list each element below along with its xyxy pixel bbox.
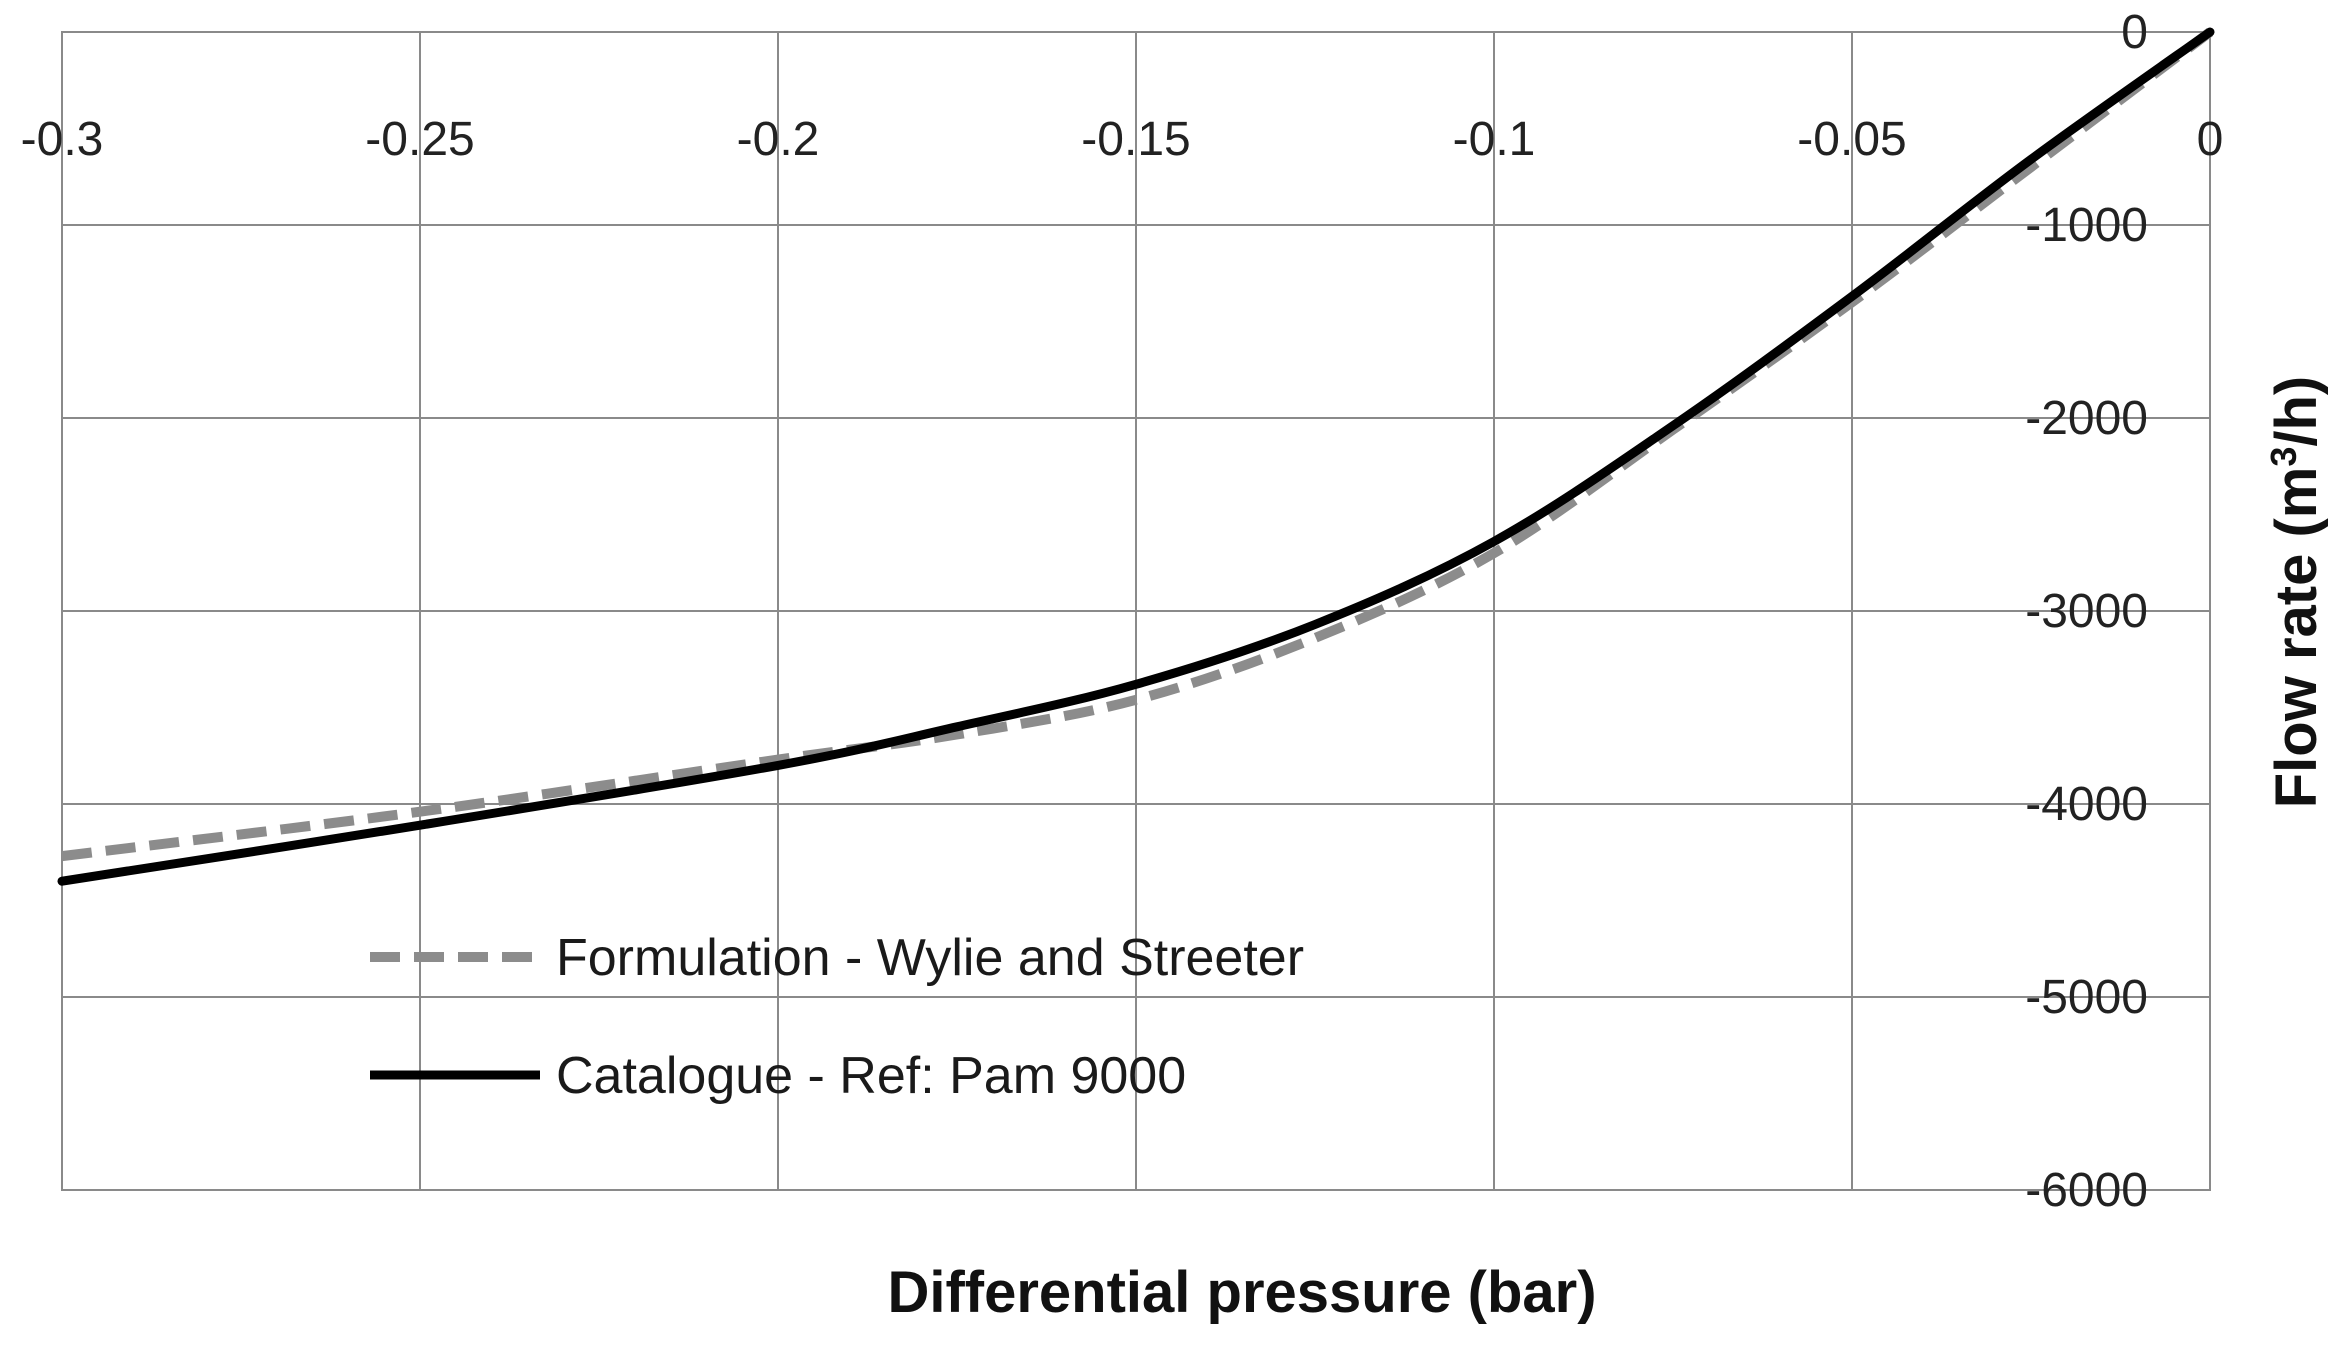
y-tick-label: -4000: [2025, 778, 2148, 831]
x-tick-label: -0.1: [1453, 113, 1536, 166]
legend-label-formulation: Formulation - Wylie and Streeter: [556, 929, 1304, 987]
y-tick-label: 0: [2121, 6, 2148, 59]
y-axis-title: Flow rate (m3/h): [2263, 376, 2329, 809]
x-tick-label: -0.25: [365, 113, 474, 166]
gridlines: [61, 31, 2211, 1191]
x-tick-label: -0.05: [1797, 113, 1906, 166]
y-tick-label: -1000: [2025, 199, 2148, 252]
x-axis-ticks: -0.3 -0.25 -0.2 -0.15 -0.1 -0.05 0: [21, 113, 2224, 166]
y-tick-label: -3000: [2025, 585, 2148, 638]
x-tick-label: -0.3: [21, 113, 104, 166]
y-tick-label: -2000: [2025, 392, 2148, 445]
x-tick-label: 0: [2197, 113, 2224, 166]
legend-label-catalogue: Catalogue - Ref: Pam 9000: [556, 1047, 1186, 1105]
x-tick-label: -0.2: [737, 113, 820, 166]
y-tick-label: -5000: [2025, 971, 2148, 1024]
x-axis-title: Differential pressure (bar): [887, 1260, 1596, 1325]
legend: Formulation - Wylie and Streeter Catalog…: [370, 929, 1304, 1105]
y-tick-label: -6000: [2025, 1164, 2148, 1217]
x-tick-label: -0.15: [1081, 113, 1190, 166]
series-line-catalogue: [57, 27, 2215, 886]
series-line-formulation: [61, 28, 2214, 862]
y-axis-ticks: 0 -1000 -2000 -3000 -4000 -5000 -6000: [2025, 6, 2148, 1217]
series-layer: [57, 27, 2215, 886]
